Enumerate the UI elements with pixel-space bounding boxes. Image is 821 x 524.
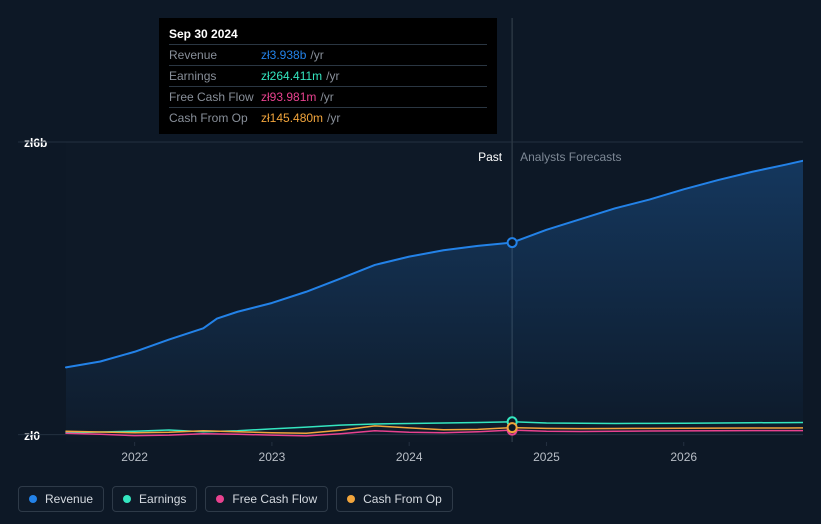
tooltip-row-earnings: Earnings zł264.411m /yr — [169, 65, 487, 86]
tooltip-label: Cash From Op — [169, 111, 261, 125]
tooltip: Sep 30 2024 Revenue zł3.938b /yr Earning… — [159, 18, 497, 134]
x-axis-tick: 2025 — [533, 450, 560, 464]
x-axis-tick: 2022 — [121, 450, 148, 464]
tooltip-label: Free Cash Flow — [169, 90, 261, 104]
tooltip-value: zł3.938b — [261, 48, 306, 62]
x-axis-tick: 2024 — [396, 450, 423, 464]
tooltip-suffix: /yr — [327, 111, 340, 125]
tooltip-value: zł93.981m — [261, 90, 316, 104]
tooltip-suffix: /yr — [320, 90, 333, 104]
tooltip-value: zł145.480m — [261, 111, 323, 125]
x-axis-tick: 2026 — [670, 450, 697, 464]
tooltip-row-cfo: Cash From Op zł145.480m /yr — [169, 107, 487, 128]
tooltip-label: Earnings — [169, 69, 261, 83]
legend-dot-icon — [347, 495, 355, 503]
legend-item-revenue[interactable]: Revenue — [18, 486, 104, 512]
legend-label: Revenue — [45, 492, 93, 506]
legend-dot-icon — [29, 495, 37, 503]
tooltip-suffix: /yr — [310, 48, 323, 62]
tooltip-suffix: /yr — [326, 69, 339, 83]
legend: Revenue Earnings Free Cash Flow Cash Fro… — [18, 486, 453, 512]
x-axis-tick: 2023 — [259, 450, 286, 464]
tooltip-row-fcf: Free Cash Flow zł93.981m /yr — [169, 86, 487, 107]
tooltip-row-revenue: Revenue zł3.938b /yr — [169, 44, 487, 65]
tooltip-label: Revenue — [169, 48, 261, 62]
tooltip-value: zł264.411m — [261, 69, 322, 83]
legend-dot-icon — [123, 495, 131, 503]
tooltip-date: Sep 30 2024 — [169, 24, 487, 44]
legend-label: Free Cash Flow — [232, 492, 317, 506]
legend-item-fcf[interactable]: Free Cash Flow — [205, 486, 328, 512]
legend-dot-icon — [216, 495, 224, 503]
legend-item-cfo[interactable]: Cash From Op — [336, 486, 453, 512]
chart-container: Sep 30 2024 Revenue zł3.938b /yr Earning… — [18, 0, 803, 524]
legend-item-earnings[interactable]: Earnings — [112, 486, 197, 512]
legend-label: Earnings — [139, 492, 186, 506]
legend-label: Cash From Op — [363, 492, 442, 506]
